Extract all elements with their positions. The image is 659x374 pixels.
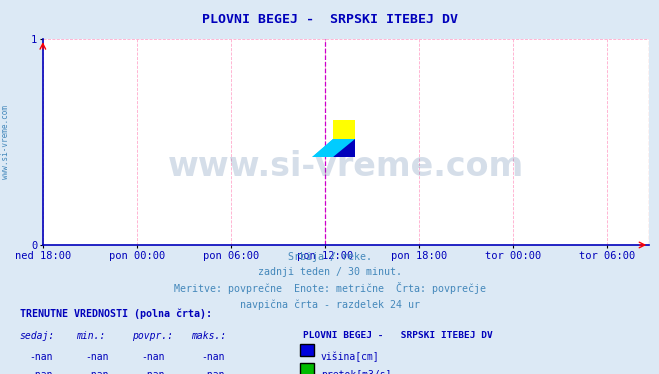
Text: -nan: -nan	[201, 352, 225, 362]
Text: www.si-vreme.com: www.si-vreme.com	[1, 105, 10, 179]
Text: -nan: -nan	[86, 352, 109, 362]
Text: -nan: -nan	[30, 352, 53, 362]
Text: maks.:: maks.:	[191, 331, 226, 341]
Text: -nan: -nan	[142, 370, 165, 374]
Text: -nan: -nan	[201, 370, 225, 374]
Polygon shape	[333, 139, 355, 157]
Text: PLOVNI BEGEJ -  SRPSKI ITEBEJ DV: PLOVNI BEGEJ - SRPSKI ITEBEJ DV	[202, 13, 457, 26]
Text: sedaj:: sedaj:	[20, 331, 55, 341]
Text: -nan: -nan	[30, 370, 53, 374]
Bar	[333, 120, 355, 139]
Text: -nan: -nan	[86, 370, 109, 374]
Text: PLOVNI BEGEJ -   SRPSKI ITEBEJ DV: PLOVNI BEGEJ - SRPSKI ITEBEJ DV	[303, 331, 493, 340]
Polygon shape	[312, 139, 355, 157]
Text: povpr.:: povpr.:	[132, 331, 173, 341]
Text: Srbija / reke.
zadnji teden / 30 minut.
Meritve: povprečne  Enote: metrične  Črt: Srbija / reke. zadnji teden / 30 minut. …	[173, 252, 486, 310]
Text: TRENUTNE VREDNOSTI (polna črta):: TRENUTNE VREDNOSTI (polna črta):	[20, 309, 212, 319]
Text: višina[cm]: višina[cm]	[321, 352, 380, 362]
Text: min.:: min.:	[76, 331, 105, 341]
Text: pretok[m3/s]: pretok[m3/s]	[321, 370, 391, 374]
Polygon shape	[312, 139, 333, 157]
Text: www.si-vreme.com: www.si-vreme.com	[168, 150, 524, 183]
Text: -nan: -nan	[142, 352, 165, 362]
